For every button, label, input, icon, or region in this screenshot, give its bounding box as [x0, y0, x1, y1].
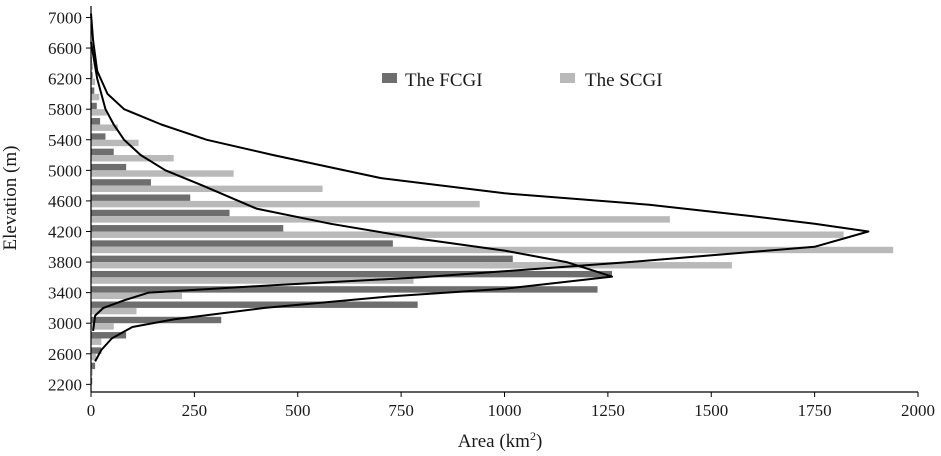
- x-tick-label: 1750: [798, 401, 832, 420]
- bar-scgi: [91, 170, 234, 177]
- bar-fcgi: [91, 179, 151, 186]
- bar-fcgi: [91, 240, 393, 247]
- bar-scgi: [91, 109, 107, 116]
- bar-fcgi: [91, 102, 97, 110]
- bar-scgi: [91, 93, 100, 101]
- x-tick-label: 750: [388, 401, 414, 420]
- bar-fcgi: [91, 209, 230, 217]
- bar-scgi: [91, 200, 480, 208]
- bar-fcgi: [91, 133, 106, 140]
- x-tick-label: 1000: [488, 401, 522, 420]
- y-tick-label: 4600: [48, 192, 82, 211]
- y-axis-title: Elevation (m): [0, 146, 21, 251]
- bar-fcgi: [91, 163, 127, 171]
- bar-scgi: [91, 277, 414, 284]
- y-tick-label: 6200: [48, 70, 82, 89]
- axes-layer: [90, 6, 918, 393]
- bar-scgi: [91, 369, 93, 376]
- x-axis-title-superscript: 2: [530, 429, 536, 443]
- y-tick-label: 5800: [48, 100, 82, 119]
- bar-fcgi: [91, 362, 96, 370]
- bar-fcgi: [91, 255, 513, 263]
- x-axis-title: Area (km2): [458, 429, 543, 452]
- x-axis-title-main: Area (km: [458, 431, 530, 452]
- y-tick-label: 5400: [48, 131, 82, 150]
- legend: The FCGI The SCGI: [382, 70, 663, 91]
- y-tick-label: 2600: [48, 345, 82, 364]
- y-tick-label: 3800: [48, 253, 82, 272]
- x-tick-label: 2000: [901, 401, 935, 420]
- bar-scgi: [91, 353, 96, 361]
- legend-swatch-fcgi: [382, 73, 397, 83]
- bar-fcgi: [91, 194, 191, 201]
- bar-scgi: [91, 323, 114, 330]
- y-tick-label: 7000: [48, 8, 82, 27]
- legend-label-fcgi: The FCGI: [405, 70, 483, 91]
- x-tick-label: 1250: [591, 401, 625, 420]
- bar-fcgi: [91, 87, 95, 94]
- bar-fcgi: [91, 286, 598, 293]
- bar-scgi: [91, 185, 323, 193]
- bar-fcgi: [91, 118, 101, 125]
- bar-fcgi: [91, 72, 93, 79]
- x-tick-label: 1500: [694, 401, 728, 420]
- distribution-curve-2: [90, 13, 870, 332]
- bar-fcgi: [91, 377, 93, 385]
- y-tick-label: 3400: [48, 284, 82, 303]
- y-tick-label: 4200: [48, 222, 82, 241]
- bar-fcgi: [91, 225, 284, 232]
- bar-scgi: [91, 231, 844, 238]
- bar-scgi: [91, 307, 137, 315]
- y-ticks: 2200 2600 3000 3400 3800 4200 4600 5000 5400 5800…: [48, 8, 91, 394]
- bar-scgi: [91, 216, 670, 223]
- y-tick-label: 2200: [48, 375, 82, 394]
- y-tick-label: 3000: [48, 314, 82, 333]
- x-axis-title-close: ): [536, 431, 542, 452]
- x-tick-label: 250: [182, 401, 208, 420]
- bar-scgi: [91, 155, 174, 162]
- bar-scgi: [91, 63, 94, 70]
- distribution-curve-1: [90, 41, 613, 362]
- curves-layer: [90, 13, 870, 362]
- bar-fcgi: [91, 347, 102, 354]
- bar-scgi: [91, 246, 894, 254]
- legend-label-scgi: The SCGI: [585, 70, 663, 91]
- bar-fcgi: [91, 270, 613, 278]
- bar-scgi: [91, 338, 102, 345]
- bar-fcgi: [91, 332, 127, 339]
- bar-fcgi: [91, 148, 114, 156]
- legend-swatch-scgi: [560, 73, 575, 83]
- x-ticks: 0 250 500 750 1000 1250 1500 1750 2000: [87, 392, 935, 420]
- bar-fcgi: [91, 316, 222, 324]
- bar-scgi: [91, 124, 118, 131]
- bar-fcgi: [91, 301, 418, 308]
- bar-scgi: [91, 139, 139, 147]
- bars-layer: [91, 32, 894, 391]
- y-tick-label: 6600: [48, 39, 82, 58]
- y-tick-label: 5000: [48, 161, 82, 180]
- bar-scgi: [91, 78, 96, 86]
- x-tick-label: 500: [285, 401, 311, 420]
- bar-scgi: [91, 262, 732, 269]
- x-tick-label: 0: [87, 401, 96, 420]
